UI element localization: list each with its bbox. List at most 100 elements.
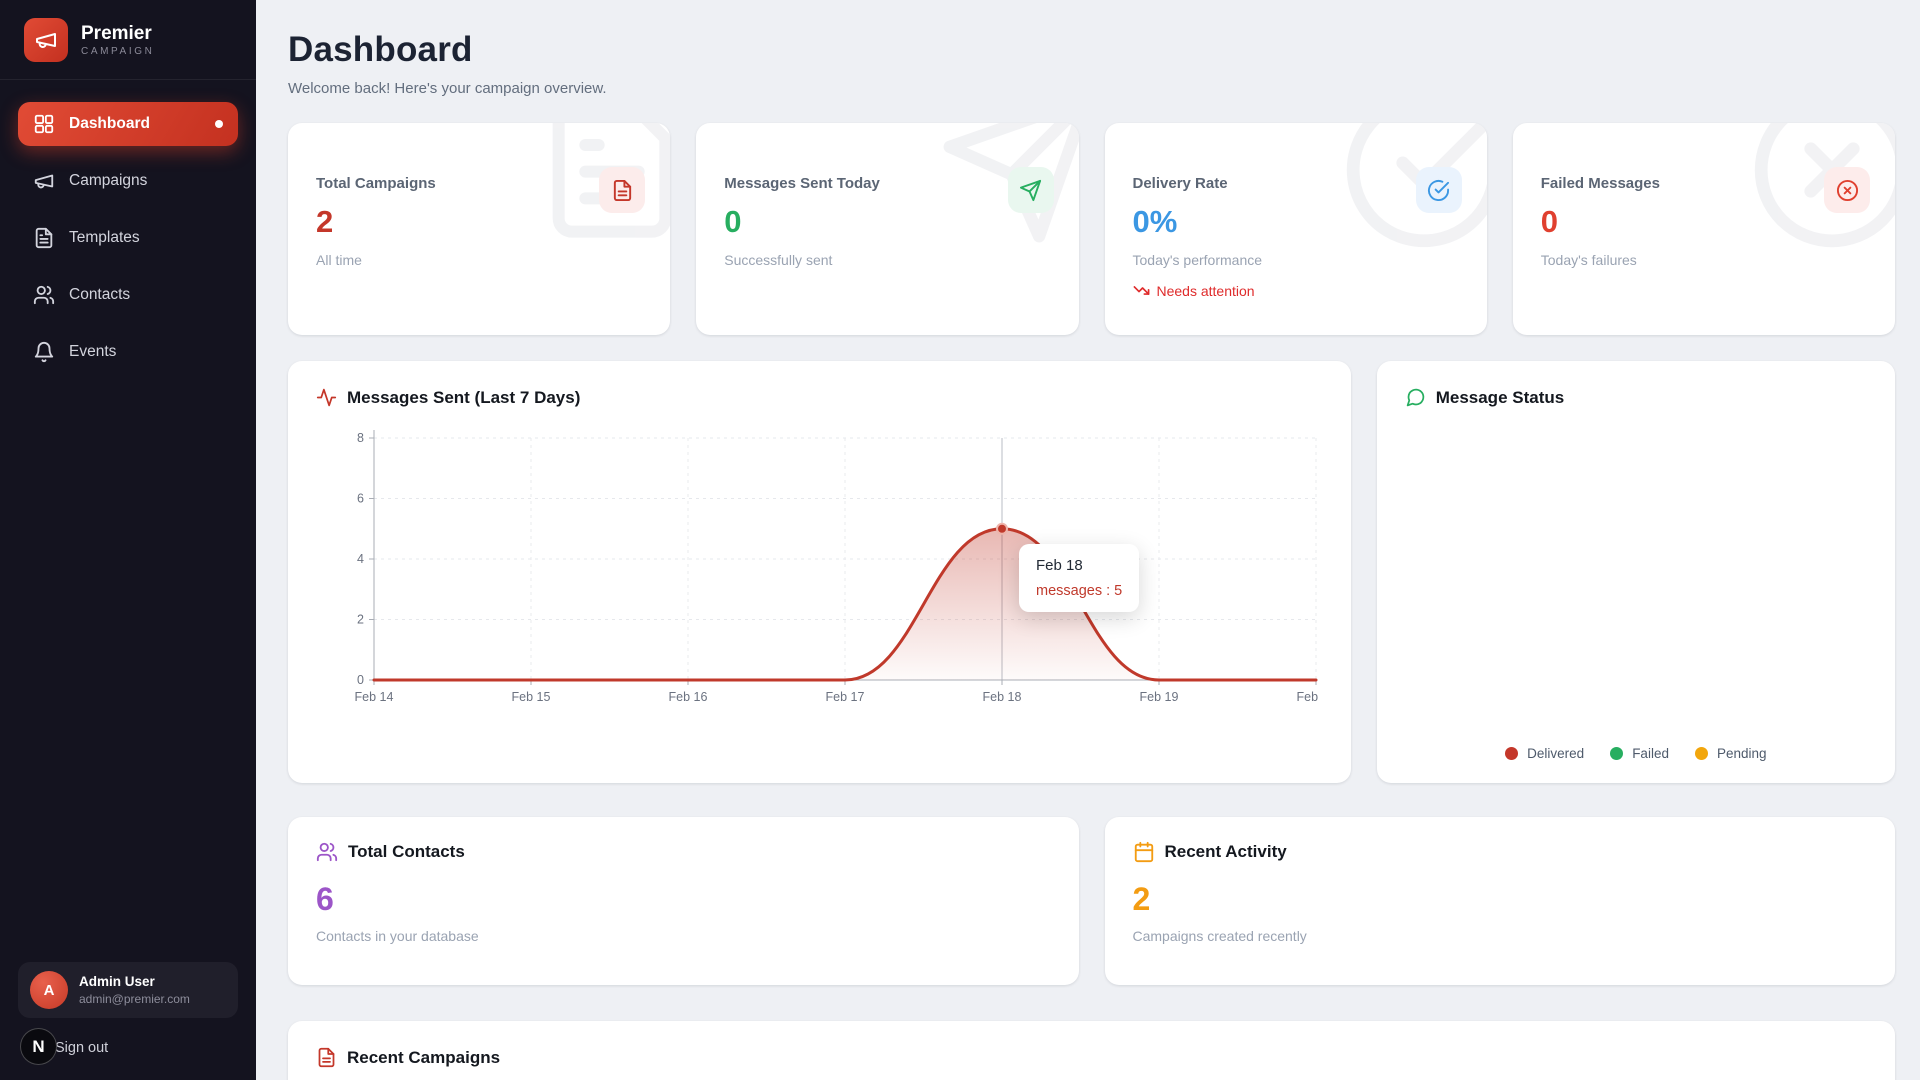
legend-item-failed: Failed <box>1610 746 1669 761</box>
check-circle-icon <box>1427 179 1450 202</box>
legend-item-pending: Pending <box>1694 746 1767 761</box>
stat-label: Total Campaigns <box>316 175 436 192</box>
legend-label: Pending <box>1716 746 1767 761</box>
stat-value: 0% <box>1132 204 1178 239</box>
user-name: Admin User <box>79 974 155 989</box>
stat-icon-tile <box>1007 167 1054 213</box>
sidebar-nav: Dashboard Campaigns Templates Contacts E… <box>0 80 256 409</box>
file-text-icon <box>33 227 55 249</box>
recent-campaigns-card: Recent Campaigns <box>288 1021 1895 1080</box>
stat-label: Messages Sent Today <box>724 175 880 192</box>
charts-row: Messages Sent (Last 7 Days) 0 2 4 6 8 Feb 14 F… <box>288 361 1895 783</box>
sidebar-item-contacts[interactable]: Contacts <box>18 273 238 317</box>
total-contacts-sub: Contacts in your database <box>316 928 479 944</box>
page-title: Dashboard <box>288 30 473 69</box>
trending-down-icon <box>1133 282 1150 299</box>
avatar: A <box>30 971 68 1009</box>
card-title: Total Contacts <box>348 842 465 861</box>
card-title: Recent Activity <box>1164 842 1287 861</box>
user-email: admin@premier.com <box>79 992 190 1006</box>
stats-row: Total Campaigns 2 All time Messages Sent… <box>288 123 1895 335</box>
brand-tagline: CAMPAIGN <box>81 46 155 58</box>
svg-text:2: 2 <box>357 613 364 627</box>
pending-dot <box>1694 747 1708 760</box>
stat-card-messages-sent-today: Messages Sent Today 0 Successfully sent <box>696 123 1079 335</box>
stat-sub: Today's performance <box>1132 252 1263 268</box>
stat-label: Failed Messages <box>1540 175 1660 192</box>
file-text-icon <box>611 179 634 202</box>
sidebar-item-events[interactable]: Events <box>18 330 238 374</box>
needs-attention-status: Needs attention <box>1133 282 1459 299</box>
svg-text:Feb 17: Feb 17 <box>826 690 865 704</box>
stat-value: 2 <box>316 204 334 239</box>
active-indicator-dot <box>215 120 223 128</box>
sidebar-item-label: Dashboard <box>69 115 150 132</box>
svg-text:Feb 16: Feb 16 <box>669 690 708 704</box>
total-contacts-card: Total Contacts 6 Contacts in your databa… <box>288 817 1079 985</box>
delivered-dot <box>1505 747 1519 760</box>
cursor-badge: N <box>20 1028 57 1065</box>
stat-card-delivery-rate: Delivery Rate 0% Today's performance Nee… <box>1104 123 1487 335</box>
status-card-title: Message Status <box>1435 387 1565 407</box>
recent-activity-sub: Campaigns created recently <box>1132 928 1307 944</box>
file-text-icon <box>316 1047 337 1068</box>
sidebar-item-label: Campaigns <box>69 172 148 189</box>
stat-icon-tile <box>1415 167 1462 213</box>
svg-text:0: 0 <box>357 673 364 687</box>
users-icon <box>316 841 338 863</box>
sidebar: Premier CAMPAIGN Dashboard Campaigns Tem… <box>0 0 256 1080</box>
page-subtitle: Welcome back! Here's your campaign overv… <box>288 80 607 97</box>
sidebar-item-label: Events <box>69 343 117 360</box>
stat-label: Delivery Rate <box>1132 175 1228 192</box>
sidebar-item-campaigns[interactable]: Campaigns <box>18 159 238 203</box>
bottom-cards-row: Total Contacts 6 Contacts in your databa… <box>288 817 1895 985</box>
calendar-icon <box>1133 841 1155 863</box>
recent-activity-value: 2 <box>1132 881 1151 917</box>
stat-icon-tile <box>1824 167 1870 213</box>
main-content: Dashboard Welcome back! Here's your camp… <box>256 0 1920 1080</box>
user-card[interactable]: A Admin User admin@premier.com <box>18 962 238 1018</box>
stat-card-failed-messages: Failed Messages 0 Today's failures <box>1512 123 1895 335</box>
recent-activity-card: Recent Activity 2 Campaigns created rece… <box>1104 817 1895 985</box>
users-icon <box>33 284 55 306</box>
failed-dot <box>1610 747 1624 760</box>
chart-title: Messages Sent (Last 7 Days) <box>347 387 581 407</box>
svg-text:Feb 14: Feb 14 <box>355 690 394 704</box>
legend-item-delivered: Delivered <box>1505 746 1584 761</box>
brand: Premier CAMPAIGN <box>0 0 256 80</box>
activity-icon <box>316 387 337 408</box>
sidebar-item-dashboard[interactable]: Dashboard <box>18 102 238 146</box>
svg-text:Feb 18: Feb 18 <box>983 690 1022 704</box>
sign-out-label: Sign out <box>55 1039 109 1056</box>
svg-text:8: 8 <box>357 431 364 445</box>
svg-text:6: 6 <box>357 492 364 506</box>
total-contacts-value: 6 <box>316 881 334 917</box>
megaphone-icon <box>33 170 55 192</box>
stat-card-total-campaigns: Total Campaigns 2 All time <box>288 123 671 335</box>
send-icon <box>1019 179 1042 202</box>
legend-label: Delivered <box>1527 746 1585 761</box>
chart-tooltip: Feb 18 messages : 5 <box>1019 543 1140 612</box>
stat-value: 0 <box>1540 204 1558 239</box>
status-legend: Delivered Failed Pending <box>1377 746 1895 761</box>
svg-text:Feb 15: Feb 15 <box>512 690 551 704</box>
sidebar-item-templates[interactable]: Templates <box>18 216 238 260</box>
stat-icon-tile <box>599 167 646 213</box>
x-circle-icon <box>1836 179 1859 202</box>
sidebar-item-label: Contacts <box>69 286 131 303</box>
svg-text:Feb 20: Feb 20 <box>1297 690 1318 704</box>
sidebar-item-label: Templates <box>69 229 140 246</box>
brand-name: Premier <box>81 22 152 44</box>
message-status-card: Message Status Delivered Failed Pending <box>1376 361 1895 783</box>
bell-icon <box>33 341 55 363</box>
stat-value: 0 <box>724 204 742 239</box>
recent-campaigns-title: Recent Campaigns <box>347 1047 501 1067</box>
svg-text:Feb 19: Feb 19 <box>1140 690 1179 704</box>
tooltip-value: messages : 5 <box>1036 582 1123 599</box>
messages-chart-card: Messages Sent (Last 7 Days) 0 2 4 6 8 Feb 14 F… <box>288 361 1351 783</box>
svg-text:4: 4 <box>357 552 364 566</box>
messages-area-chart[interactable]: 0 2 4 6 8 Feb 14 Feb 15 Feb 16 Feb 17 Feb 18 Feb 1… <box>316 422 1336 727</box>
stat-sub: Today's failures <box>1540 252 1637 268</box>
legend-label: Failed <box>1632 746 1669 761</box>
brand-logo-megaphone-icon <box>24 18 68 62</box>
